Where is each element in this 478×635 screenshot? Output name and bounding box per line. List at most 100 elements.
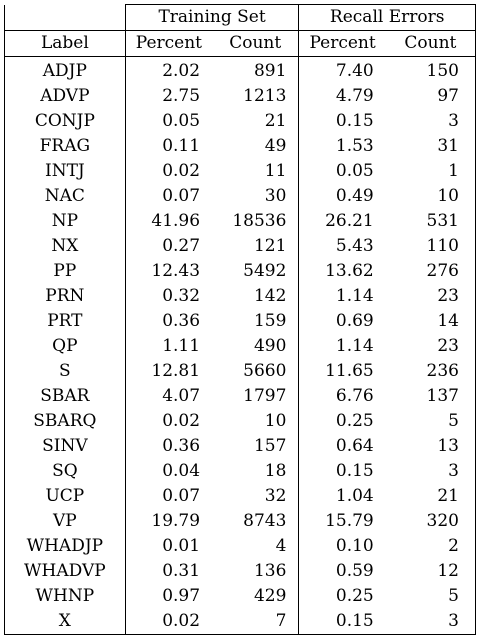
table-row: NX 0.27 121 5.43 110 [4, 234, 476, 259]
training-percent-cell: 0.11 [124, 134, 213, 159]
row-label-cell: NAC [4, 184, 126, 209]
column-header-recall-count: Count [385, 30, 476, 57]
group-header-row: Training Set Recall Errors [4, 4, 476, 31]
group-header-training: Training Set [124, 4, 299, 31]
row-label-cell: QP [4, 334, 126, 359]
training-count-cell: 5492 [243, 261, 287, 281]
row-label-cell: UCP [4, 484, 126, 509]
recall-count-cell: 14 [385, 309, 476, 334]
row-label-cell: PP [4, 259, 126, 284]
row-label-cell: WHADJP [4, 534, 126, 559]
table-row: WHADJP 0.01 4 0.10 2 [4, 534, 476, 559]
training-percent-cell: 1.11 [124, 334, 213, 359]
recall-percent-cell: 0.05 [298, 159, 386, 184]
recall-percent-cell: 26.21 [298, 209, 386, 234]
recall-percent-cell: 0.69 [298, 309, 386, 334]
training-percent-cell: 0.07 [124, 484, 213, 509]
column-header-label: Label [4, 30, 126, 57]
row-label-cell: SINV [4, 434, 126, 459]
recall-count-cell: 1 [385, 159, 476, 184]
table-row: NP 41.96 18536 26.21 531 [4, 209, 476, 234]
recall-count-cell: 21 [385, 484, 476, 509]
group-header-recall: Recall Errors [298, 4, 476, 31]
training-count-cell: 142 [253, 286, 287, 306]
training-percent-cell: 41.96 [124, 209, 213, 234]
training-percent-cell: 0.97 [124, 584, 213, 609]
results-table: Training Set Recall Errors Label Percent… [4, 4, 476, 635]
recall-percent-cell: 0.25 [298, 409, 386, 434]
training-percent-cell: 0.36 [124, 309, 213, 334]
row-label-cell: ADVP [4, 84, 126, 109]
recall-percent-cell: 15.79 [298, 509, 386, 534]
column-header-row: Label Percent Count Percent Count [4, 30, 476, 57]
recall-percent-cell: 7.40 [298, 56, 386, 84]
training-percent-cell: 12.81 [124, 359, 213, 384]
table-row: ADVP 2.75 1213 4.79 97 [4, 84, 476, 109]
training-count-cell: 4 [275, 536, 287, 556]
row-label-cell: NP [4, 209, 126, 234]
table-row: NAC 0.07 30 0.49 10 [4, 184, 476, 209]
training-count-cell: 490 [253, 336, 287, 356]
row-label-cell: FRAG [4, 134, 126, 159]
recall-count-cell: 2 [385, 534, 476, 559]
table-row: UCP 0.07 32 1.04 21 [4, 484, 476, 509]
recall-percent-cell: 0.59 [298, 559, 386, 584]
training-count-cell: 18 [264, 461, 287, 481]
recall-count-cell: 276 [385, 259, 476, 284]
recall-count-cell: 97 [385, 84, 476, 109]
recall-count-cell: 10 [385, 184, 476, 209]
table-header: Training Set Recall Errors Label Percent… [4, 4, 476, 57]
row-label-cell: WHNP [4, 584, 126, 609]
recall-count-cell: 13 [385, 434, 476, 459]
training-count-cell: 136 [253, 561, 287, 581]
training-percent-cell: 0.32 [124, 284, 213, 309]
training-percent-cell: 12.43 [124, 259, 213, 284]
training-percent-cell: 0.02 [124, 409, 213, 434]
training-count-cell: 8743 [243, 511, 287, 531]
training-count-cell: 21 [264, 111, 287, 131]
recall-percent-cell: 11.65 [298, 359, 386, 384]
row-label-cell: PRT [4, 309, 126, 334]
recall-count-cell: 110 [385, 234, 476, 259]
recall-percent-cell: 1.14 [298, 334, 386, 359]
recall-percent-cell: 0.10 [298, 534, 386, 559]
training-percent-cell: 19.79 [124, 509, 213, 534]
recall-percent-cell: 4.79 [298, 84, 386, 109]
recall-count-cell: 137 [385, 384, 476, 409]
training-count-cell: 11 [264, 161, 287, 181]
training-percent-cell: 0.01 [124, 534, 213, 559]
table-row: PRT 0.36 159 0.69 14 [4, 309, 476, 334]
training-count-cell: 49 [264, 136, 287, 156]
training-percent-cell: 0.31 [124, 559, 213, 584]
column-header-recall-percent: Percent [298, 30, 386, 57]
training-count-cell: 18536 [232, 211, 287, 231]
table-row: VP 19.79 8743 15.79 320 [4, 509, 476, 534]
table-row: SBARQ 0.02 10 0.25 5 [4, 409, 476, 434]
empty-corner-cell [4, 4, 126, 31]
recall-count-cell: 5 [385, 409, 476, 434]
row-label-cell: SQ [4, 459, 126, 484]
training-percent-cell: 0.36 [124, 434, 213, 459]
row-label-cell: NX [4, 234, 126, 259]
training-count-cell: 30 [264, 186, 287, 206]
recall-count-cell: 3 [385, 459, 476, 484]
recall-percent-cell: 0.15 [298, 109, 386, 134]
training-percent-cell: 2.02 [124, 56, 213, 84]
table-row: QP 1.11 490 1.14 23 [4, 334, 476, 359]
table-row: SQ 0.04 18 0.15 3 [4, 459, 476, 484]
table-row: INTJ 0.02 11 0.05 1 [4, 159, 476, 184]
training-count-cell: 121 [253, 236, 287, 256]
training-percent-cell: 0.04 [124, 459, 213, 484]
recall-percent-cell: 1.14 [298, 284, 386, 309]
recall-count-cell: 12 [385, 559, 476, 584]
training-percent-cell: 0.02 [124, 159, 213, 184]
training-count-cell: 5660 [243, 361, 287, 381]
training-percent-cell: 2.75 [124, 84, 213, 109]
recall-percent-cell: 13.62 [298, 259, 386, 284]
training-count-cell: 429 [253, 586, 287, 606]
row-label-cell: S [4, 359, 126, 384]
training-count-cell: 1797 [243, 386, 287, 406]
table-row: SINV 0.36 157 0.64 13 [4, 434, 476, 459]
table-row: S 12.81 5660 11.65 236 [4, 359, 476, 384]
